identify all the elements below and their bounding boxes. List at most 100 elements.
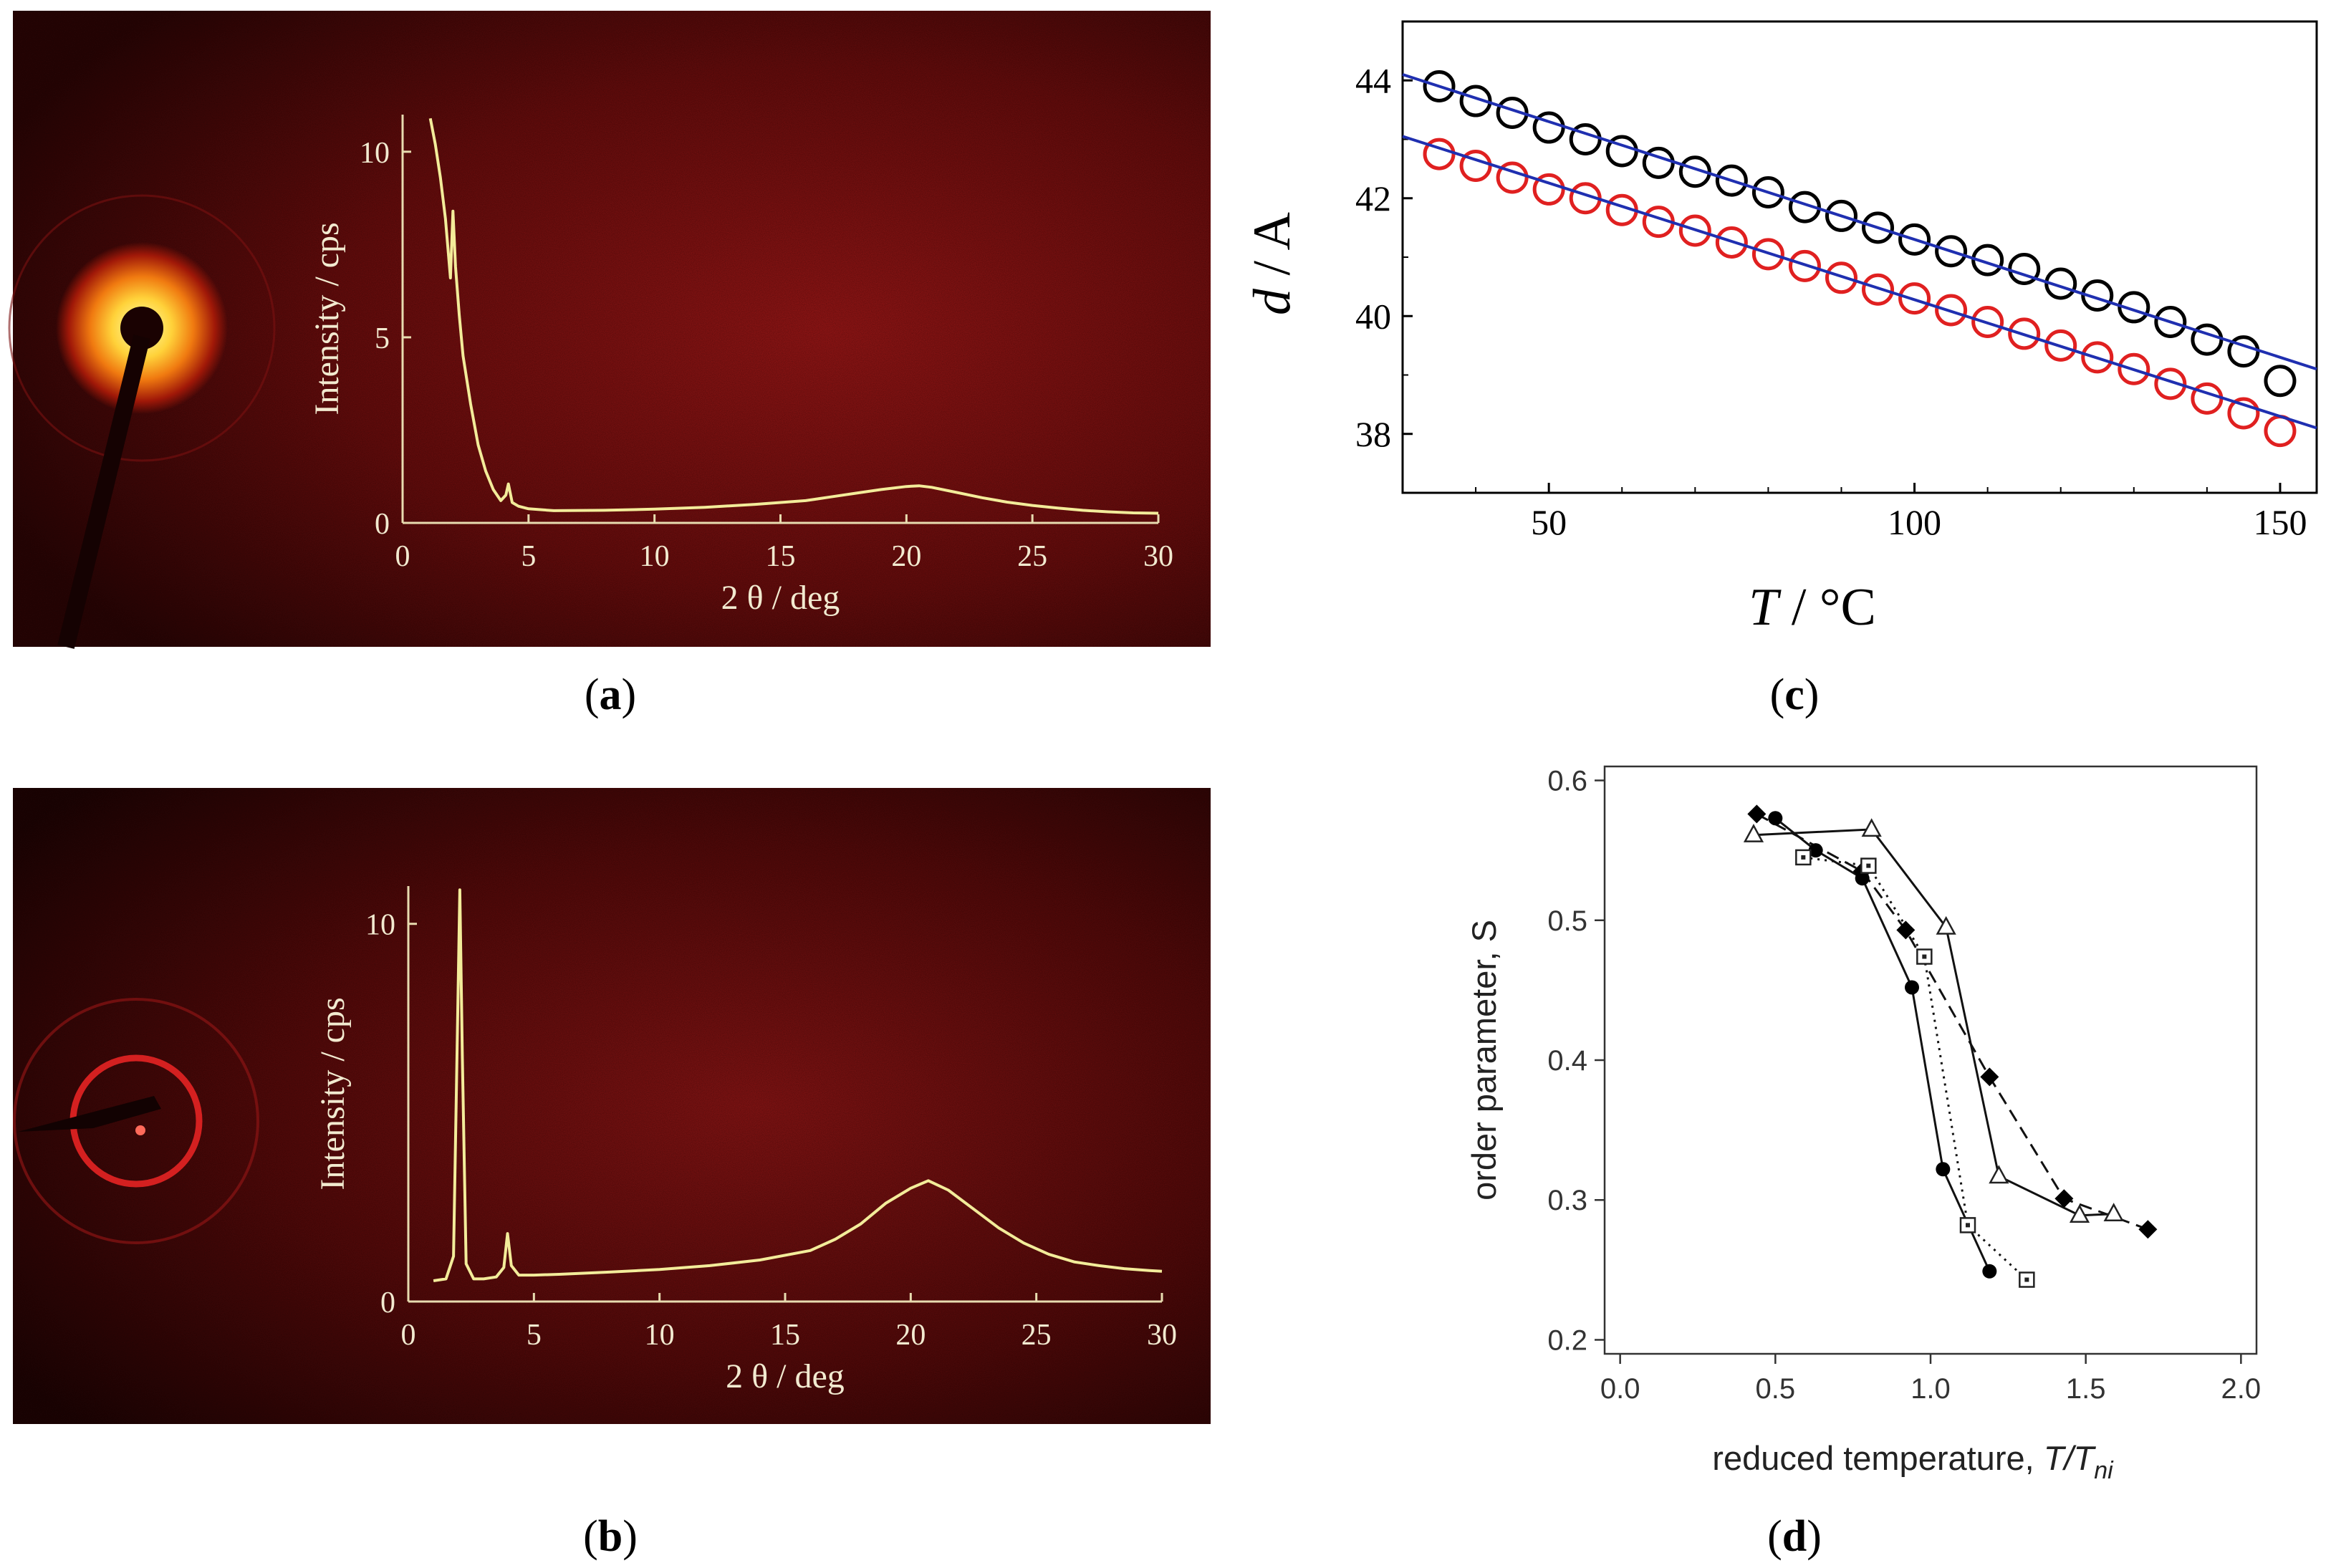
fit-line-c-black — [1402, 73, 2317, 371]
data-point-c-black — [1788, 191, 1821, 223]
y-tick-label-c: 42 — [1355, 178, 1391, 218]
y-tick-label-d: 0.5 — [1547, 905, 1587, 937]
marker-d-open squares-dot — [1922, 954, 1927, 959]
data-point-c-black — [2118, 291, 2150, 324]
data-point-c-black — [1715, 164, 1748, 197]
y-axis-label-d: order parameter, S — [1465, 920, 1503, 1201]
marker-d-filled circles — [1905, 980, 1919, 995]
data-point-c-black — [1459, 85, 1492, 117]
marker-d-open triangles — [1989, 1165, 2009, 1184]
x-tick-label-a: 15 — [766, 540, 796, 573]
data-point-c-black — [2264, 365, 2297, 398]
x-axis-label-d: reduced temperature, T/Tni — [1712, 1439, 2114, 1484]
plot-c: 50 100 150 38 40 42 44 — [1355, 20, 2318, 542]
panel-d: 0.0 0.5 1.0 1.5 2.0 0.2 0.3 0.4 0.5 0.6 reduced t… — [1465, 766, 2261, 1561]
marker-d-filled diamonds — [1980, 1067, 1999, 1087]
marker-d-filled diamonds — [2138, 1220, 2158, 1239]
y-axis-label-a: Intensity / cps — [308, 222, 346, 415]
plot-frame-d — [1603, 765, 2258, 1355]
plot-d: 0.0 0.5 1.0 1.5 2.0 0.2 0.3 0.4 0.5 0.6 — [1547, 766, 2261, 1405]
x-tick-label-d: 0.5 — [1756, 1373, 1796, 1405]
intensity-trace-b — [433, 888, 1163, 1282]
caption-c-letter: c — [1784, 670, 1804, 719]
x-axis-label-a: 2 θ / deg — [721, 579, 840, 617]
y-tick-label-d: 0.2 — [1547, 1324, 1587, 1356]
y-tick-label-a: 0 — [375, 508, 390, 541]
data-point-c-red — [1715, 226, 1748, 259]
x-tick-label-b: 25 — [1022, 1319, 1052, 1352]
y-tick-label-d: 0.4 — [1547, 1045, 1587, 1077]
data-point-c-black — [1496, 96, 1529, 129]
caption-d: (d) — [1767, 1512, 1822, 1561]
marker-d-filled circles — [1936, 1162, 1951, 1177]
series-line-d-filled diamonds — [1756, 813, 2148, 1231]
panel-b-diffraction-image — [13, 998, 259, 1244]
series-line-d-filled circles — [1774, 817, 1991, 1272]
marker-d-open squares-dot — [1966, 1223, 1970, 1228]
x-tick-label-d: 2.0 — [2221, 1373, 2262, 1405]
x-axis-label-d-symbol: T/T — [2044, 1439, 2097, 1477]
x-tick-label-a: 5 — [521, 540, 536, 573]
marker-d-filled circles — [1982, 1264, 1997, 1279]
x-tick-label-a: 30 — [1143, 540, 1173, 573]
marker-d-open triangles — [1743, 824, 1764, 842]
data-point-c-red — [1496, 161, 1529, 194]
x-axis-label-c-symbol: T — [1749, 578, 1782, 637]
data-point-c-red — [2044, 329, 2077, 362]
data-point-c-black — [2044, 267, 2077, 300]
marker-d-open triangles — [1936, 915, 1956, 935]
y-tick-label-d: 0.6 — [1547, 766, 1587, 797]
y-axis-label-b: Intensity / cps — [314, 997, 352, 1190]
marker-d-open triangles — [2069, 1204, 2090, 1223]
marker-d-open triangles — [2103, 1203, 2124, 1222]
y-tick-label-c: 38 — [1355, 414, 1391, 454]
data-point-c-red — [2154, 367, 2187, 400]
caption-c: (c) — [1770, 670, 1820, 719]
data-point-c-red — [1459, 150, 1492, 183]
data-point-c-red — [2118, 352, 2150, 385]
panel-a: 0 5 10 15 20 25 30 0 5 10 2 θ / deg Intensity / cps… — [8, 11, 1211, 719]
data-point-c-black — [1423, 69, 1456, 102]
marker-d-open triangles — [1861, 818, 1882, 837]
x-tick-label-b: 0 — [401, 1319, 416, 1352]
data-point-c-red — [1898, 282, 1931, 315]
marker-d-filled diamonds — [1747, 804, 1767, 824]
data-point-c-black — [1825, 199, 1857, 232]
data-point-c-red — [2081, 341, 2114, 374]
data-point-c-red — [2008, 317, 2041, 350]
panel-b-noise — [13, 788, 1211, 1424]
x-tick-label-b: 30 — [1147, 1319, 1177, 1352]
data-point-c-black — [2154, 305, 2187, 338]
plot-b: 0 5 10 15 20 25 30 0 10 2 θ / deg Intensity / cps — [314, 886, 1177, 1395]
marker-d-filled diamonds — [1896, 920, 1916, 940]
x-tick-label-a: 0 — [395, 540, 410, 573]
data-point-c-red — [1825, 261, 1857, 294]
data-point-c-black — [1971, 244, 2004, 276]
plot-frame-c — [1401, 20, 2318, 494]
y-tick-label-b: 0 — [380, 1286, 395, 1319]
plot-a: 0 5 10 15 20 25 30 0 5 10 2 θ / deg Intensity / cps — [308, 115, 1173, 617]
data-point-c-black — [1751, 176, 1784, 209]
marker-d-filled circles — [1768, 811, 1783, 826]
intensity-trace-a — [428, 117, 1159, 515]
x-tick-label-c: 50 — [1531, 502, 1567, 542]
caption-a: (a) — [585, 670, 636, 719]
data-point-c-red — [1532, 173, 1565, 206]
data-point-c-black — [1678, 155, 1711, 188]
x-axis-label-c: T / °C — [1749, 578, 1876, 637]
data-point-c-red — [1971, 305, 2004, 338]
marker-d-open squares-dot — [1801, 855, 1806, 860]
data-point-c-red — [1751, 238, 1784, 271]
caption-b-letter: b — [598, 1512, 623, 1561]
series-line-d-open triangles — [1753, 828, 2114, 1217]
x-tick-label-b: 5 — [527, 1319, 542, 1352]
data-point-c-black — [1862, 211, 1895, 244]
x-tick-label-b: 15 — [770, 1319, 800, 1352]
data-point-c-red — [1935, 294, 1968, 327]
y-axis-label-c-symbol: d — [1243, 288, 1302, 315]
x-tick-label-d: 1.5 — [2066, 1373, 2106, 1405]
y-tick-label-a: 10 — [360, 137, 390, 170]
x-axis-label-b: 2 θ / deg — [726, 1357, 845, 1395]
